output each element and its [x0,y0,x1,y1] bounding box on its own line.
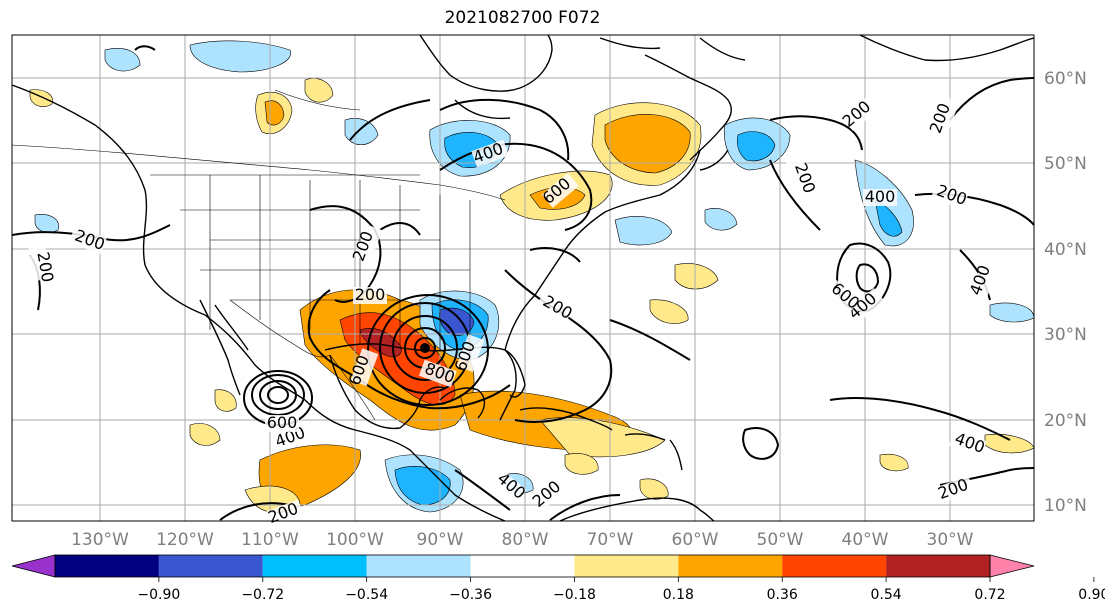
contour-label-bg [863,189,897,206]
contour-label-bg [353,287,387,304]
colorbar-tick-label: 0.36 [767,587,798,603]
contour-label: 400 [865,187,896,206]
lon-label: 110°W [241,530,299,550]
map-area [12,35,1034,521]
contour-label-bg [948,429,987,458]
map-title: 2021082700 F072 [444,8,601,28]
contour-label-bg [266,499,305,528]
colorbar-extend-high [989,554,1035,578]
colorbar-tick-label: −0.18 [553,587,596,603]
lon-label: 80°W [502,530,549,550]
lat-label: 10°N [1044,496,1087,516]
contour-label-bg [418,359,457,388]
contour-label-bg [931,96,960,135]
contour-label-bg [847,287,885,323]
contour-label-bg [541,172,579,208]
colorbar-tick-label: 0.54 [871,587,902,603]
contour-label-bg [936,475,975,504]
contour-label-bg [68,226,107,255]
anomaly-fill-layer [29,40,1034,513]
colorbar-frame [54,554,991,578]
colorbar-segment [55,555,159,577]
lon-label: 70°W [587,530,634,550]
storm-center-icon [420,343,430,353]
lon-label: 100°W [326,530,384,550]
contour-label-bg [471,139,510,168]
colorbar: −0.90 −0.72 −0.54 −0.36 −0.18 0.18 0.36 0.54 0.7… [11,554,1105,603]
colorbar-tick-label: −0.90 [137,587,180,603]
latitude-axis: 60°N 50°N 40°N 30°N 20°N 10°N [1044,69,1087,516]
contour-label-bg [456,334,485,373]
coastlines [12,35,1034,521]
contour-label-bg [930,181,969,210]
lon-label: 30°W [927,530,974,550]
colorbar-tick-label: 0.72 [974,587,1005,603]
contour-label-bg [273,423,312,452]
graticule [12,35,1034,521]
contour-label-bg [823,277,861,313]
state-borders [12,89,506,421]
contour-label-bg [350,348,379,387]
lon-label: 120°W [156,530,214,550]
colorbar-extend-low [11,554,56,578]
colorbar-segment [366,555,471,577]
lon-label: 130°W [71,530,129,550]
lat-label: 20°N [1044,411,1087,431]
contour-label: 600 [267,413,298,432]
contour-label-bg [785,156,814,195]
contour-label-bg [535,291,574,324]
map-frame [11,34,1035,522]
contour-label-bg [265,415,299,432]
colorbar-segment [886,555,990,577]
lat-label: 30°N [1044,325,1087,345]
colorbar-tick-label: −0.72 [241,587,284,603]
colorbar-segment [262,555,367,577]
contour-label-bg [489,467,527,503]
colorbar-tick-label: −0.54 [345,587,388,603]
colorbar-tick-label: −0.36 [449,587,492,603]
colorbar-tick-label: 0.18 [663,587,694,603]
lat-label: 60°N [1044,69,1087,89]
lat-label: 50°N [1044,154,1087,174]
colorbar-segment [470,555,575,577]
colorbar-tick-label: 0.90 [1078,587,1105,603]
lon-label: 50°W [757,530,804,550]
lon-label: 40°W [842,530,889,550]
lat-label: 40°N [1044,240,1087,260]
contour-label-bg [354,224,383,263]
contour-label-bg [971,258,1000,297]
lon-label: 90°W [417,530,464,550]
colorbar-segment [158,555,263,577]
colorbar-segment [782,555,887,577]
longitude-axis: 130°W 120°W 110°W 100°W 90°W 80°W 70°W 60°W 50°W… [71,530,974,550]
lon-label: 60°W [672,530,719,550]
contour-label-bg [28,244,51,282]
height-contours [12,45,1034,521]
contour-label-bg [531,475,569,511]
colorbar-segment [574,555,679,577]
colorbar-segment [678,555,783,577]
contour-label: 200 [355,285,386,304]
contour-label-bg [841,95,879,131]
